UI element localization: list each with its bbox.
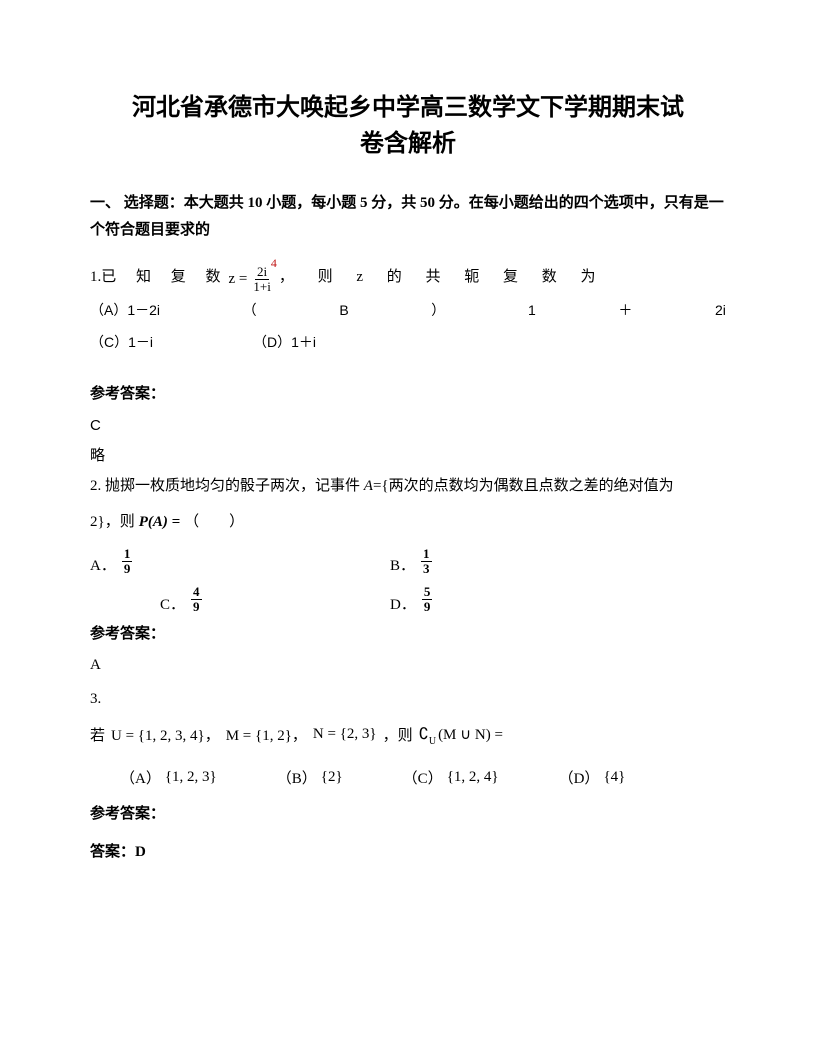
q3-complement: ∁ U (M ∪ N) =: [419, 724, 503, 744]
q1-answer-label: 参考答案：: [90, 382, 726, 403]
q3-c-label: （C）: [403, 767, 443, 788]
q1-opt-b-plus: ＋: [618, 296, 632, 324]
q3-c-set: {1, 2, 4}: [447, 769, 499, 786]
q2-a-num: 1: [122, 547, 133, 562]
q3-answer-label: 参考答案：: [90, 802, 726, 823]
q2-c-den: 9: [191, 600, 202, 614]
q2-opt-d: D． 5 9: [390, 585, 432, 613]
q3-d-set: {4}: [603, 769, 625, 786]
q1-stem-pre: 已 知 复 数: [101, 262, 228, 292]
q1-opt-b-right: ）: [431, 296, 445, 324]
q2-a-den: 9: [122, 562, 133, 576]
q3-b-label: （B）: [277, 767, 317, 788]
q3-comp-sub: U: [429, 736, 436, 747]
q1-opt-b-mid: B: [339, 296, 348, 324]
q3-comp-body: (M ∪ N) =: [438, 725, 503, 744]
q3-U: U = {1, 2, 3, 4}，: [111, 724, 220, 745]
page-root: 河北省承德市大唤起乡中学高三数学文下学期期末试 卷含解析 一、 选择题：本大题共…: [0, 0, 816, 913]
q3-b-set: {2}: [321, 769, 343, 786]
q1-options-row1: （A）1－2i （ B ） 1 ＋ 2i: [90, 296, 726, 324]
q2-opt-a-label: A．: [90, 554, 116, 575]
q1-opt-b-left: （: [243, 296, 257, 324]
q3-opt-d: （D） {4}: [559, 767, 626, 788]
q3-answer-line: 答案：D: [90, 837, 726, 867]
q1-number: 1.: [90, 262, 101, 292]
q1-options-row2: （C）1－i （D）1＋i: [90, 328, 726, 356]
question-3-number: 3.: [90, 684, 726, 714]
q2-opt-c: C． 4 9: [160, 585, 390, 613]
q2-stem-2-post: （ ）: [184, 507, 244, 537]
q3-comp-sym: ∁: [419, 724, 429, 744]
doc-title: 河北省承德市大唤起乡中学高三数学文下学期期末试 卷含解析: [90, 90, 726, 162]
question-2: 2. 抛掷一枚质地均匀的骰子两次，记事件 A={两次的点数均为偶数且点数之差的绝…: [90, 471, 726, 501]
q3-opt-a: （A） {1, 2, 3}: [120, 767, 217, 788]
q1-opt-b-val1: 1: [528, 296, 536, 324]
q1-opt-c: （C）1－i: [90, 328, 153, 356]
q2-opt-b-label: B．: [390, 554, 415, 575]
q1-frac-den: 1+i: [251, 280, 272, 294]
question-3-stem: 若 U = {1, 2, 3, 4}， M = {1, 2}， N = {2, …: [90, 724, 726, 745]
q2-opt-d-label: D．: [390, 593, 416, 614]
q2-opt-a: A． 1 9: [90, 547, 390, 575]
section-heading: 一、 选择题：本大题共 10 小题，每小题 5 分，共 50 分。在每小题给出的…: [90, 190, 726, 244]
q2-PA: P(A) =: [139, 507, 180, 537]
q3-opt-b: （B） {2}: [277, 767, 343, 788]
q3-M: M = {1, 2}，: [226, 724, 307, 745]
q1-opt-b-val2: 2i: [715, 296, 726, 324]
q1-stem-line1: 1. 已 知 复 数 z = 2i 1+i 4 ， 则 z 的 共 轭 复 数 …: [90, 262, 726, 292]
q2-stem-2-pre: 2}，则: [90, 507, 135, 537]
q1-fraction: 2i 1+i: [251, 265, 272, 293]
q2-options-row2: C． 4 9 D． 5 9: [90, 585, 726, 613]
q2-opt-d-frac: 5 9: [422, 585, 433, 613]
q2-stem-line2: 2}，则 P(A) = （ ）: [90, 507, 726, 537]
q2-A-italic: A: [364, 478, 373, 494]
q2-b-num: 1: [421, 547, 432, 562]
q2-d-den: 9: [422, 600, 433, 614]
q1-brief: 略: [90, 444, 726, 465]
q2-answer-label: 参考答案：: [90, 622, 726, 643]
q1-opt-d: （D）1＋i: [253, 328, 316, 356]
q2-opt-a-frac: 1 9: [122, 547, 133, 575]
q2-d-num: 5: [422, 585, 433, 600]
q3-a-set: {1, 2, 3}: [165, 769, 217, 786]
q3-ze: ，则: [383, 724, 413, 745]
q2-c-num: 4: [191, 585, 202, 600]
q1-answer: C: [90, 417, 726, 434]
q2-options-row1: A． 1 9 B． 1 3: [90, 547, 726, 575]
q2-opt-c-frac: 4 9: [191, 585, 202, 613]
q2-opt-b-frac: 1 3: [421, 547, 432, 575]
question-1: 1. 已 知 复 数 z = 2i 1+i 4 ， 则 z 的 共 轭 复 数 …: [90, 262, 726, 356]
q2-stem-1b: ={两次的点数均为偶数且点数之差的绝对值为: [373, 478, 674, 494]
q2-opt-c-label: C．: [160, 593, 185, 614]
q3-N: N = {2, 3}: [313, 726, 377, 743]
q3-opt-c: （C） {1, 2, 4}: [403, 767, 499, 788]
q1-red-mark: 4: [271, 251, 277, 275]
title-line-2: 卷含解析: [360, 131, 456, 157]
q1-z-eq: z =: [229, 264, 248, 294]
q2-stem-1: 2. 抛掷一枚质地均匀的骰子两次，记事件: [90, 478, 364, 494]
q2-b-den: 3: [421, 562, 432, 576]
q2-opt-b: B． 1 3: [390, 547, 432, 575]
q3-options: （A） {1, 2, 3} （B） {2} （C） {1, 2, 4} （D） …: [90, 767, 726, 788]
q3-d-label: （D）: [559, 767, 600, 788]
q1-formula: z = 2i 1+i 4: [229, 264, 279, 294]
q3-answer: D: [135, 844, 146, 860]
q1-frac-num: 2i: [255, 265, 269, 280]
q3-ruo: 若: [90, 724, 105, 745]
q1-opt-a: （A）1－2i: [90, 296, 160, 324]
q3-a-label: （A）: [120, 767, 161, 788]
q3-answer-pre: 答案：: [90, 844, 135, 860]
title-line-1: 河北省承德市大唤起乡中学高三数学文下学期期末试: [132, 95, 684, 121]
q1-stem-post: ， 则 z 的 共 轭 复 数 为: [279, 262, 726, 292]
q2-answer: A: [90, 657, 726, 674]
